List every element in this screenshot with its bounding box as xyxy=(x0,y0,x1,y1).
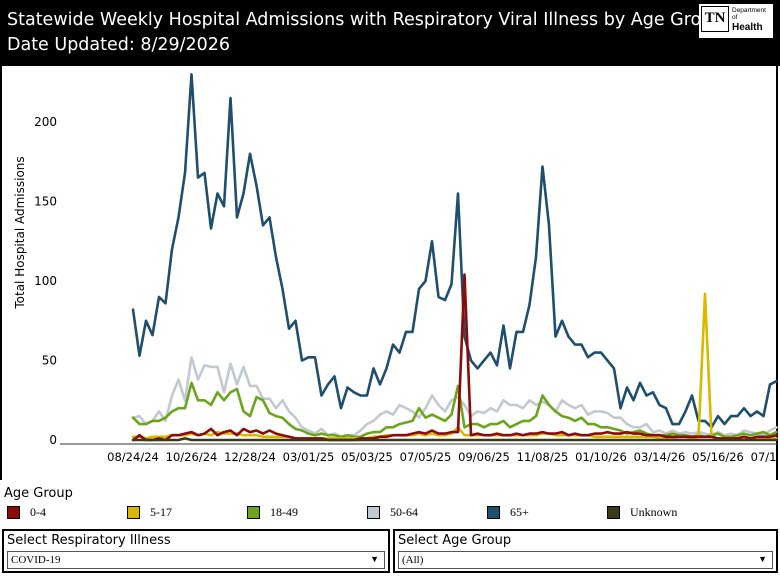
x-tick-label: 07/05/25 xyxy=(400,450,452,464)
illness-filter-label: Select Respiratory Illness xyxy=(7,533,171,548)
series-line-5-17 xyxy=(131,292,778,440)
illness-filter: Select Respiratory Illness COVID-19 ▼ xyxy=(2,529,390,573)
legend-item-18-49[interactable]: 18-49 xyxy=(247,504,298,520)
age-select-value: (All) xyxy=(402,554,424,566)
x-tick-label: 07/18/26 xyxy=(751,450,778,464)
legend-item-unknown[interactable]: Unknown xyxy=(607,504,677,520)
legend-swatch xyxy=(247,505,260,519)
logo-name: Health xyxy=(732,22,763,33)
legend-swatch xyxy=(127,505,140,519)
legend-label: 0-4 xyxy=(30,504,46,519)
legend-label: Unknown xyxy=(630,504,678,519)
x-tick-label: 10/26/24 xyxy=(166,450,218,464)
x-tick-label: 11/08/25 xyxy=(517,450,569,464)
page-title: Statewide Weekly Hospital Admissions wit… xyxy=(7,10,724,30)
x-tick-label: 09/06/25 xyxy=(458,450,510,464)
legend-swatch xyxy=(367,505,380,519)
x-tick-label: 03/14/26 xyxy=(634,450,686,464)
logo-subtitle: Department of xyxy=(732,7,766,21)
age-group-select[interactable]: (All) ▼ xyxy=(398,551,773,569)
legend-label: 5-17 xyxy=(150,504,172,519)
legend-swatch xyxy=(7,505,20,519)
logo-mark: TN xyxy=(701,6,729,32)
x-tick-label: 12/28/24 xyxy=(224,450,276,464)
date-updated: Date Updated: 8/29/2026 xyxy=(7,35,231,55)
legend-item-5-17[interactable]: 5-17 xyxy=(127,504,172,520)
legend-swatch xyxy=(607,505,620,519)
dropdown-arrow-icon[interactable]: ▼ xyxy=(370,554,379,564)
y-tick-label: 50 xyxy=(42,354,57,368)
legend-title: Age Group xyxy=(4,486,73,501)
dropdown-arrow-icon[interactable]: ▼ xyxy=(758,554,767,564)
age-group-filter: Select Age Group (All) ▼ xyxy=(393,529,778,573)
x-tick-label: 05/03/25 xyxy=(341,450,393,464)
legend-label: 65+ xyxy=(510,504,529,519)
series-line-unknown xyxy=(131,437,778,442)
legend-item-65-[interactable]: 65+ xyxy=(487,504,529,520)
series-line-65- xyxy=(131,73,778,429)
age-filter-label: Select Age Group xyxy=(398,533,512,548)
legend-item-0-4[interactable]: 0-4 xyxy=(7,504,46,520)
x-tick-label: 03/01/25 xyxy=(283,450,335,464)
dashboard-header: Statewide Weekly Hospital Admissions wit… xyxy=(0,0,780,66)
x-tick-label: 05/16/26 xyxy=(692,450,744,464)
y-tick-label: 100 xyxy=(34,274,57,288)
illness-select[interactable]: COVID-19 ▼ xyxy=(7,551,385,569)
chart-frame xyxy=(0,66,778,480)
admissions-line-chart[interactable]: Total Hospital Admissions 0 50 100 150 200 08/… xyxy=(0,66,778,480)
series-line-18-49 xyxy=(131,381,778,439)
legend-item-50-64[interactable]: 50-64 xyxy=(367,504,418,520)
y-axis-title: Total Hospital Admissions xyxy=(13,156,27,309)
series-line-0-4 xyxy=(131,273,778,442)
legend-label: 50-64 xyxy=(390,504,418,519)
x-tick-label: 01/10/26 xyxy=(575,450,627,464)
illness-select-value: COVID-19 xyxy=(11,554,61,566)
tn-health-logo: TN Department of Health xyxy=(699,4,773,38)
x-tick-label: 08/24/24 xyxy=(107,450,159,464)
y-tick-label: 200 xyxy=(34,115,57,129)
y-tick-label: 0 xyxy=(49,433,57,447)
y-tick-label: 150 xyxy=(34,195,57,209)
legend-swatch xyxy=(487,505,500,519)
legend-label: 18-49 xyxy=(270,504,298,519)
